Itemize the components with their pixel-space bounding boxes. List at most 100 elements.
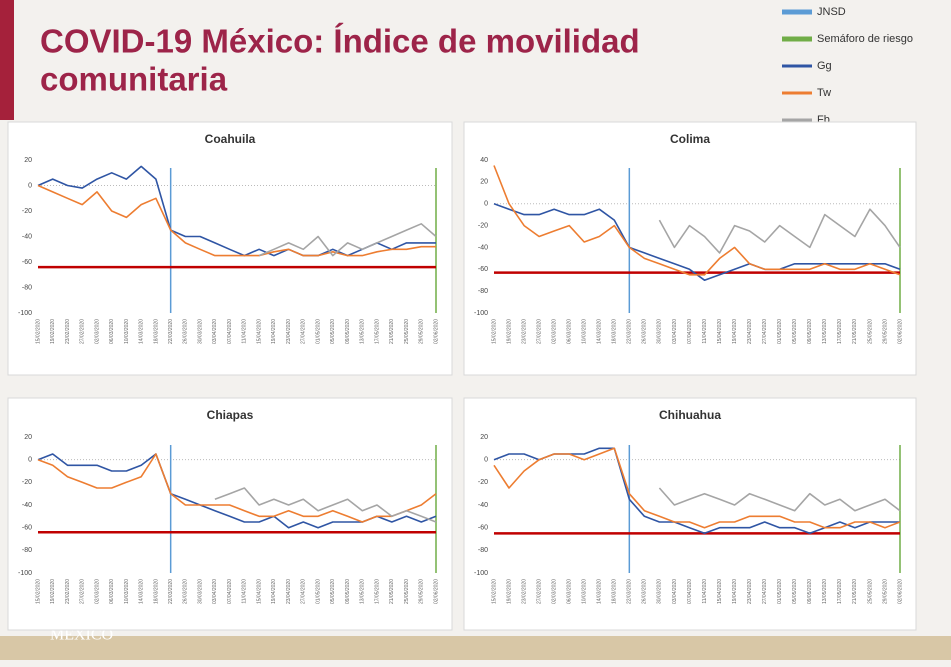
y-tick-label: -40 [478, 502, 488, 509]
y-tick-label: -20 [478, 479, 488, 486]
x-tick-label: 14/03/2020 [139, 319, 145, 344]
y-tick-label: 40 [480, 157, 488, 164]
x-tick-label: 26/03/2020 [642, 319, 648, 344]
title: COVID-19 México: Índice de movilidad [40, 23, 640, 60]
chart-panel [7, 121, 453, 376]
x-tick-label: 21/05/2020 [389, 579, 395, 604]
x-tick-label: 15/02/2020 [35, 579, 41, 604]
x-tick-label: 30/03/2020 [197, 579, 203, 604]
y-tick-label: -20 [22, 479, 32, 486]
legend-label: Semáforo de riesgo [817, 33, 913, 45]
x-tick-label: 07/04/2020 [687, 319, 693, 344]
x-tick-label: 02/06/2020 [897, 579, 903, 604]
x-tick-label: 13/05/2020 [360, 579, 366, 604]
x-tick-label: 06/03/2020 [567, 579, 573, 604]
x-tick-label: 23/02/2020 [65, 319, 71, 344]
x-tick-label: 29/05/2020 [882, 319, 888, 344]
y-tick-label: -80 [478, 547, 488, 554]
x-tick-label: 11/04/2020 [242, 579, 248, 604]
y-tick-label: -60 [478, 266, 488, 273]
x-tick-label: 13/05/2020 [822, 319, 828, 344]
x-tick-label: 06/03/2020 [109, 579, 115, 604]
y-tick-label: 20 [480, 434, 488, 441]
chart-title: Coahuila [205, 132, 256, 146]
y-tick-label: -60 [22, 259, 32, 266]
y-tick-label: 0 [28, 457, 32, 464]
x-tick-label: 23/02/2020 [65, 579, 71, 604]
y-tick-label: 0 [484, 457, 488, 464]
x-tick-label: 23/04/2020 [747, 579, 753, 604]
x-tick-label: 10/03/2020 [582, 319, 588, 344]
series-line [258, 223, 437, 257]
x-tick-label: 02/06/2020 [433, 319, 439, 344]
x-tick-label: 17/05/2020 [837, 319, 843, 344]
x-tick-label: 21/05/2020 [852, 319, 858, 344]
x-tick-label: 14/03/2020 [139, 579, 145, 604]
x-tick-label: 25/05/2020 [404, 579, 410, 604]
x-tick-label: 02/03/2020 [551, 579, 557, 604]
x-tick-label: 02/06/2020 [433, 579, 439, 604]
x-tick-label: 23/04/2020 [286, 579, 292, 604]
x-tick-label: 18/03/2020 [153, 319, 159, 344]
x-tick-label: 03/04/2020 [672, 319, 678, 344]
legend-label: Gg [817, 60, 832, 72]
x-tick-label: 17/05/2020 [837, 579, 843, 604]
chart-panel [463, 121, 917, 376]
x-tick-label: 25/05/2020 [404, 319, 410, 344]
y-tick-label: -20 [478, 222, 488, 229]
x-tick-label: 15/04/2020 [256, 319, 262, 344]
y-tick-label: -60 [22, 525, 32, 532]
x-tick-label: 23/02/2020 [521, 319, 527, 344]
title: comunitaria [40, 61, 228, 98]
x-tick-label: 10/03/2020 [124, 319, 130, 344]
series-line [493, 165, 901, 276]
x-tick-label: 23/04/2020 [747, 319, 753, 344]
y-tick-label: 20 [24, 157, 32, 164]
x-tick-label: 15/04/2020 [717, 319, 723, 344]
x-tick-label: 05/05/2020 [330, 319, 336, 344]
x-tick-label: 15/02/2020 [491, 319, 497, 344]
x-tick-label: 19/04/2020 [271, 579, 277, 604]
x-tick-label: 05/05/2020 [792, 319, 798, 344]
x-tick-label: 26/03/2020 [183, 579, 189, 604]
y-tick-label: -60 [478, 525, 488, 532]
x-tick-label: 11/04/2020 [702, 319, 708, 344]
x-tick-label: 03/04/2020 [212, 319, 218, 344]
x-tick-label: 02/03/2020 [94, 319, 100, 344]
x-tick-label: 19/02/2020 [50, 319, 56, 344]
x-tick-label: 02/06/2020 [897, 319, 903, 344]
x-tick-label: 05/05/2020 [330, 579, 336, 604]
x-tick-label: 10/03/2020 [582, 579, 588, 604]
x-tick-label: 26/03/2020 [183, 319, 189, 344]
y-tick-label: -100 [474, 310, 488, 317]
y-tick-label: 20 [480, 179, 488, 186]
y-tick-label: 0 [28, 182, 32, 189]
x-tick-label: 27/04/2020 [762, 319, 768, 344]
x-tick-label: 01/05/2020 [315, 319, 321, 344]
x-tick-label: 05/05/2020 [792, 579, 798, 604]
x-tick-label: 07/04/2020 [227, 319, 233, 344]
x-tick-label: 06/03/2020 [567, 319, 573, 344]
x-tick-label: 11/04/2020 [242, 319, 248, 344]
x-tick-label: 19/02/2020 [506, 579, 512, 604]
x-tick-label: 26/03/2020 [642, 579, 648, 604]
y-tick-label: -100 [474, 570, 488, 577]
x-tick-label: 25/05/2020 [867, 579, 873, 604]
x-tick-label: 17/05/2020 [374, 579, 380, 604]
x-tick-label: 15/02/2020 [491, 579, 497, 604]
x-tick-label: 27/04/2020 [301, 319, 307, 344]
x-tick-label: 27/02/2020 [536, 579, 542, 604]
series-line [214, 487, 437, 523]
x-tick-label: 14/03/2020 [597, 579, 603, 604]
x-tick-label: 18/03/2020 [153, 579, 159, 604]
x-tick-label: 23/02/2020 [521, 579, 527, 604]
x-tick-label: 07/04/2020 [227, 579, 233, 604]
y-tick-label: -80 [478, 288, 488, 295]
x-tick-label: 27/02/2020 [536, 319, 542, 344]
x-tick-label: 19/02/2020 [506, 319, 512, 344]
x-tick-label: 29/05/2020 [419, 579, 425, 604]
y-tick-label: -80 [22, 284, 32, 291]
